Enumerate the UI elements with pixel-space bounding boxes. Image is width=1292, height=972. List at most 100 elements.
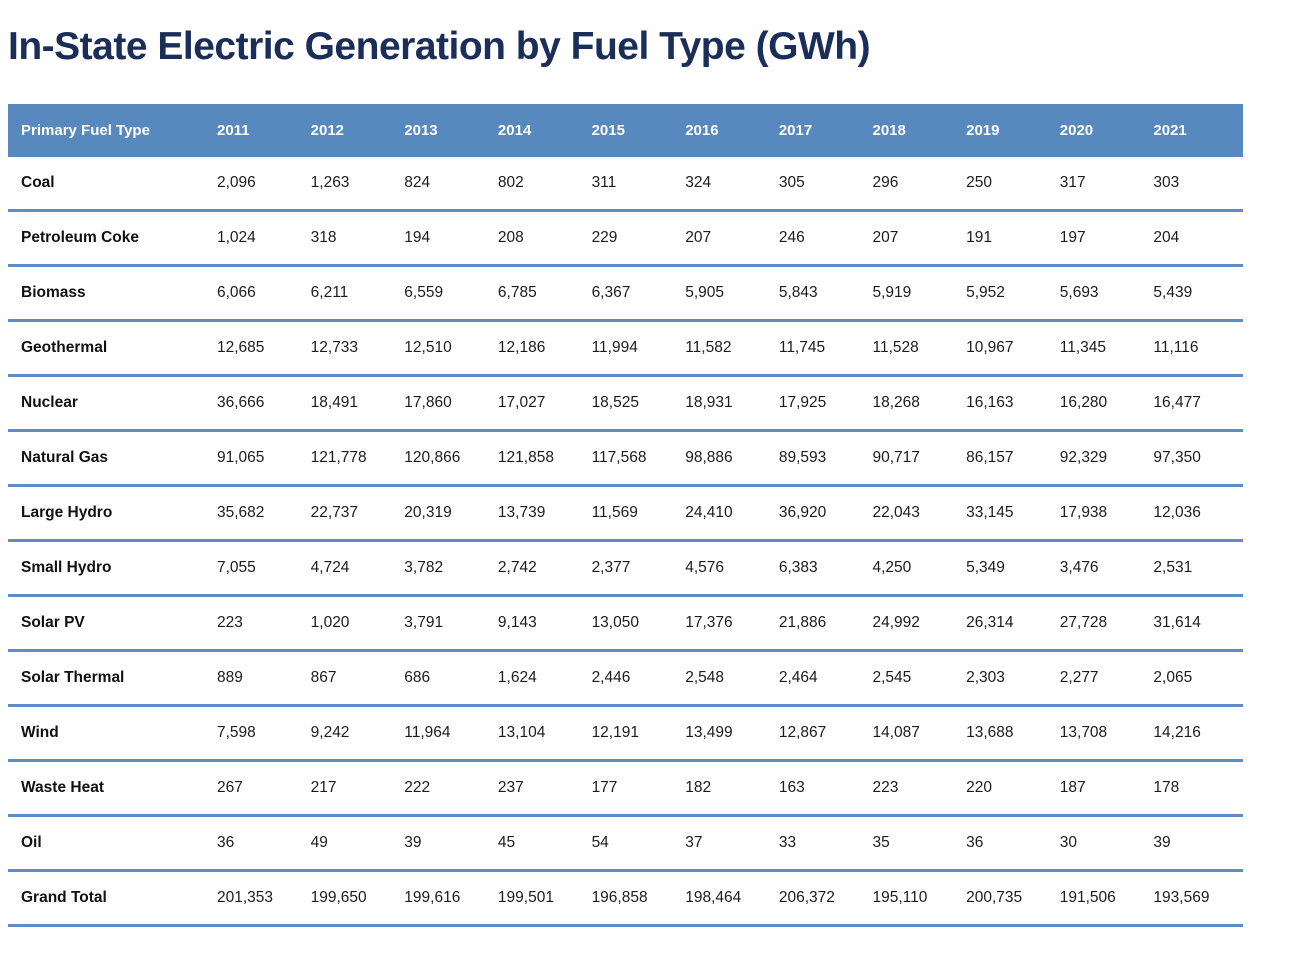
row-label: Grand Total	[21, 888, 107, 906]
table-cell: 9,242	[310, 723, 350, 741]
table-cell: 5,919	[872, 283, 912, 301]
table-cell: 37	[685, 833, 703, 851]
table-cell: 1,024	[217, 228, 256, 246]
column-header-year: 2016	[685, 121, 719, 139]
column-header-year: 2014	[497, 121, 532, 139]
table-cell: 6,383	[778, 558, 818, 576]
table-cell: 22,737	[310, 503, 359, 521]
table-body: Coal 2,096 1,263 824 802 311 324 305 296 250 317 30…	[8, 156, 1243, 927]
table-cell: 10,967	[966, 338, 1014, 356]
table-cell: 35,682	[217, 503, 265, 521]
table-cell: 2,377	[591, 558, 631, 576]
table-cell: 90,717	[872, 448, 920, 466]
table-cell: 317	[1059, 173, 1086, 191]
table-cell: 17,376	[685, 613, 733, 631]
column-header-year: 2020	[1059, 121, 1094, 139]
table-cell: 250	[966, 173, 992, 191]
table-cell: 98,886	[685, 448, 733, 466]
row-label: Waste Heat	[21, 778, 104, 796]
table-cell: 5,843	[778, 283, 818, 301]
table-cell: 35	[872, 833, 890, 851]
table-cell: 27,728	[1059, 613, 1108, 631]
table-header-row: Primary Fuel Type 2011 2012 2013 2014 2015 20…	[8, 103, 1243, 157]
table-cell: 16,477	[1153, 393, 1201, 411]
table-cell: 92,329	[1059, 448, 1108, 466]
table-cell: 199,501	[497, 888, 554, 906]
table-cell: 21,886	[778, 613, 827, 631]
table-cell: 178	[1153, 778, 1180, 796]
row-label: Small Hydro	[21, 558, 112, 576]
table-cell: 4,250	[872, 558, 912, 576]
table-cell: 121,778	[310, 448, 367, 466]
table-cell: 2,446	[591, 668, 631, 686]
table-cell: 2,531	[1153, 558, 1193, 576]
table-cell: 196,858	[591, 888, 648, 906]
row-label: Natural Gas	[21, 448, 109, 466]
column-header-year: 2015	[591, 121, 625, 139]
table-cell: 33,145	[966, 503, 1014, 521]
table-cell: 2,096	[217, 173, 256, 191]
generation-table: Primary Fuel Type 2011 2012 2013 2014 2015 20…	[8, 103, 1243, 927]
table-cell: 197	[1059, 228, 1086, 246]
row-label: Nuclear	[21, 393, 78, 411]
table-cell: 207	[872, 228, 899, 246]
table-cell: 18,931	[685, 393, 733, 411]
table-row: Nuclear 36,666 18,491 17,860 17,027 18,525 18,…	[8, 376, 1243, 432]
table-row: Waste Heat 267 217 222 237 177 182 163 223 220 187…	[8, 761, 1243, 817]
table-cell: 24,410	[685, 503, 733, 521]
row-label: Solar Thermal	[21, 668, 125, 686]
column-header-year: 2021	[1153, 121, 1187, 139]
table-cell: 2,303	[966, 668, 1005, 686]
table-cell: 4,724	[310, 558, 350, 576]
table-cell: 9,143	[497, 613, 537, 631]
row-label: Wind	[21, 723, 59, 741]
table-row: Grand Total 201,353 199,650 199,616 199,501 1…	[8, 871, 1243, 927]
table-cell: 18,491	[310, 393, 359, 411]
table-cell: 223	[217, 613, 243, 631]
table-cell: 686	[404, 668, 431, 686]
table-cell: 191,506	[1059, 888, 1116, 906]
table-cell: 17,860	[404, 393, 452, 411]
table-cell: 318	[310, 228, 337, 246]
table-row: Oil 36 49 39 45 54 37 33 35 36 30 39	[8, 816, 1243, 872]
table-cell: 36,920	[778, 503, 827, 521]
table-cell: 39	[404, 833, 422, 851]
table-cell: 24,992	[872, 613, 920, 631]
table-cell: 311	[591, 173, 617, 191]
table-cell: 305	[778, 173, 805, 191]
table-cell: 30	[1059, 833, 1078, 851]
table-cell: 246	[778, 228, 805, 246]
table-cell: 206,372	[778, 888, 835, 906]
table-cell: 20,319	[404, 503, 452, 521]
column-header-year: 2018	[872, 121, 906, 139]
table-cell: 207	[685, 228, 712, 246]
column-header-year: 2012	[310, 121, 345, 139]
table-cell: 5,439	[1153, 283, 1193, 301]
table-cell: 16,280	[1059, 393, 1108, 411]
table-cell: 13,688	[966, 723, 1014, 741]
table-cell: 303	[1153, 173, 1180, 191]
table-cell: 824	[404, 173, 431, 191]
table-row: Biomass 6,066 6,211 6,559 6,785 6,367 5,905 5,8…	[8, 266, 1243, 322]
table-cell: 5,952	[966, 283, 1005, 301]
table-cell: 14,216	[1153, 723, 1201, 741]
row-label: Petroleum Coke	[21, 228, 140, 246]
table-cell: 217	[310, 778, 337, 796]
table-cell: 2,065	[1153, 668, 1193, 686]
table-cell: 36	[966, 833, 984, 851]
table-cell: 229	[591, 228, 618, 246]
table-cell: 220	[966, 778, 992, 796]
table-cell: 1,624	[497, 668, 537, 686]
table-cell: 2,464	[778, 668, 818, 686]
column-header-year: 2019	[966, 121, 1000, 139]
table-cell: 11,745	[778, 338, 826, 356]
table-cell: 12,510	[404, 338, 452, 356]
table-cell: 5,693	[1059, 283, 1099, 301]
table-cell: 1,263	[310, 173, 350, 191]
table-cell: 5,905	[685, 283, 724, 301]
table-cell: 12,186	[497, 338, 546, 356]
table-cell: 6,211	[310, 283, 349, 301]
table-cell: 199,616	[404, 888, 461, 906]
table-cell: 194	[404, 228, 431, 246]
